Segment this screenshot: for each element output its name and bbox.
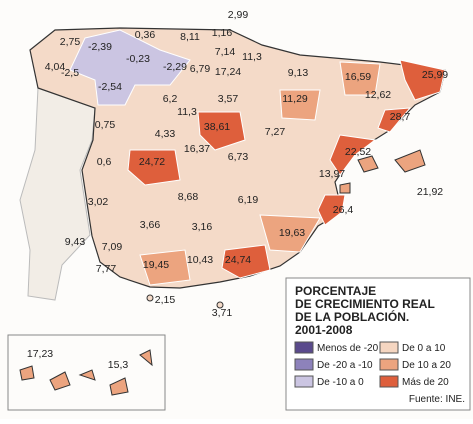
legend-swatch [294, 358, 314, 371]
region-value: 19,63 [279, 227, 305, 239]
legend-title: PORCENTAJE [295, 284, 376, 298]
region-value: 9,43 [65, 236, 86, 248]
region-value: 9,13 [288, 67, 309, 79]
portugal [19, 87, 96, 301]
region-value: 7,09 [102, 241, 123, 253]
region-value: 8,11 [180, 31, 200, 43]
region-high [221, 244, 271, 279]
region-mid [339, 61, 381, 96]
region-mid [279, 89, 321, 121]
region-value: 24,74 [225, 254, 251, 266]
legend-swatch [294, 341, 314, 354]
region-value: -0,23 [126, 53, 150, 65]
region-value: 16,37 [184, 143, 210, 155]
region-value: 4,04 [45, 61, 66, 73]
melilla [216, 301, 224, 309]
legend-box [285, 277, 471, 411]
legend-label: Menos de -20 [317, 343, 379, 354]
region-value: 38,61 [204, 121, 230, 133]
island [357, 155, 379, 173]
region-value: 7,27 [265, 126, 286, 138]
region-value: 22,52 [345, 146, 371, 158]
region-value: 6,73 [228, 151, 249, 163]
region-value: 3,57 [218, 93, 239, 105]
region-value: 0,75 [95, 119, 116, 131]
source: Fuente: INE. [409, 394, 465, 405]
region-high [399, 59, 446, 101]
region-value: 3,66 [140, 219, 161, 231]
legend-title: DE CRECIMIENTO REAL [295, 297, 435, 311]
region-value: 1,16 [212, 27, 233, 39]
region-value: 19,45 [143, 259, 169, 271]
region-value: 16,59 [345, 71, 371, 83]
region-value: 0,36 [135, 29, 156, 41]
region-value: 12,62 [365, 89, 391, 101]
region-mid [139, 249, 191, 286]
region-value: 6,79 [190, 63, 211, 75]
inset-frame [7, 334, 166, 411]
legend-swatch [379, 341, 399, 354]
region-value: 15,3 [108, 359, 129, 371]
region-value: 21,92 [417, 186, 443, 198]
legend-swatch [379, 375, 399, 388]
legend-title: DE LA POBLACIÓN. [295, 309, 409, 324]
region-value: 11,3 [242, 51, 262, 63]
legend-label: De 10 a 20 [402, 360, 451, 371]
region-value: -2,54 [98, 81, 122, 93]
legend-title: 2001-2008 [295, 323, 353, 337]
region-value: 24,72 [139, 156, 165, 168]
region-value: 11,3 [177, 106, 197, 118]
region-value: 4,33 [155, 128, 176, 140]
region-value: 0,6 [97, 156, 112, 168]
region-value: 6,19 [238, 194, 259, 206]
region-value: 10,43 [187, 254, 213, 266]
region-value: -2,5 [61, 67, 79, 79]
region-high [377, 107, 412, 133]
region-value: 11,29 [282, 93, 308, 105]
region-value: 25,99 [422, 69, 448, 81]
region-value: 3,02 [88, 196, 109, 208]
region-value: 17,24 [215, 66, 241, 78]
island [339, 182, 351, 194]
legend-swatch [379, 358, 399, 371]
spain [29, 27, 446, 289]
region-value: 7,77 [96, 263, 117, 275]
region-value: 28,7 [390, 111, 411, 123]
region-value: -2,39 [88, 41, 112, 53]
region-value: 3,71 [212, 307, 233, 319]
island [394, 149, 426, 173]
region-high [197, 111, 246, 151]
region-value: 17,23 [27, 348, 53, 360]
canary-islands [19, 349, 153, 396]
legend-label: Más de 20 [402, 377, 449, 388]
legend-swatch [294, 375, 314, 388]
region-mid [259, 214, 321, 253]
legend-label: De -10 a 0 [317, 377, 364, 388]
legend-label: De 0 a 10 [402, 343, 446, 354]
region-value: 6,2 [163, 93, 178, 105]
legend-label: De -20 a -10 [317, 360, 373, 371]
ceuta [146, 294, 154, 302]
region-high [317, 194, 346, 226]
region-value: 7,14 [215, 46, 236, 58]
region-negative [69, 29, 191, 106]
region-value: 3,16 [192, 221, 213, 233]
region-high [127, 149, 181, 186]
region-value: -2,29 [163, 61, 187, 73]
region-value: 2,15 [155, 294, 176, 306]
region-value: 8,68 [178, 191, 199, 203]
region-high [329, 134, 377, 176]
region-value: 2,75 [60, 36, 81, 48]
region-value: 2,99 [228, 9, 249, 21]
region-value: 13,97 [319, 168, 345, 180]
region-value: 26,4 [333, 204, 354, 216]
